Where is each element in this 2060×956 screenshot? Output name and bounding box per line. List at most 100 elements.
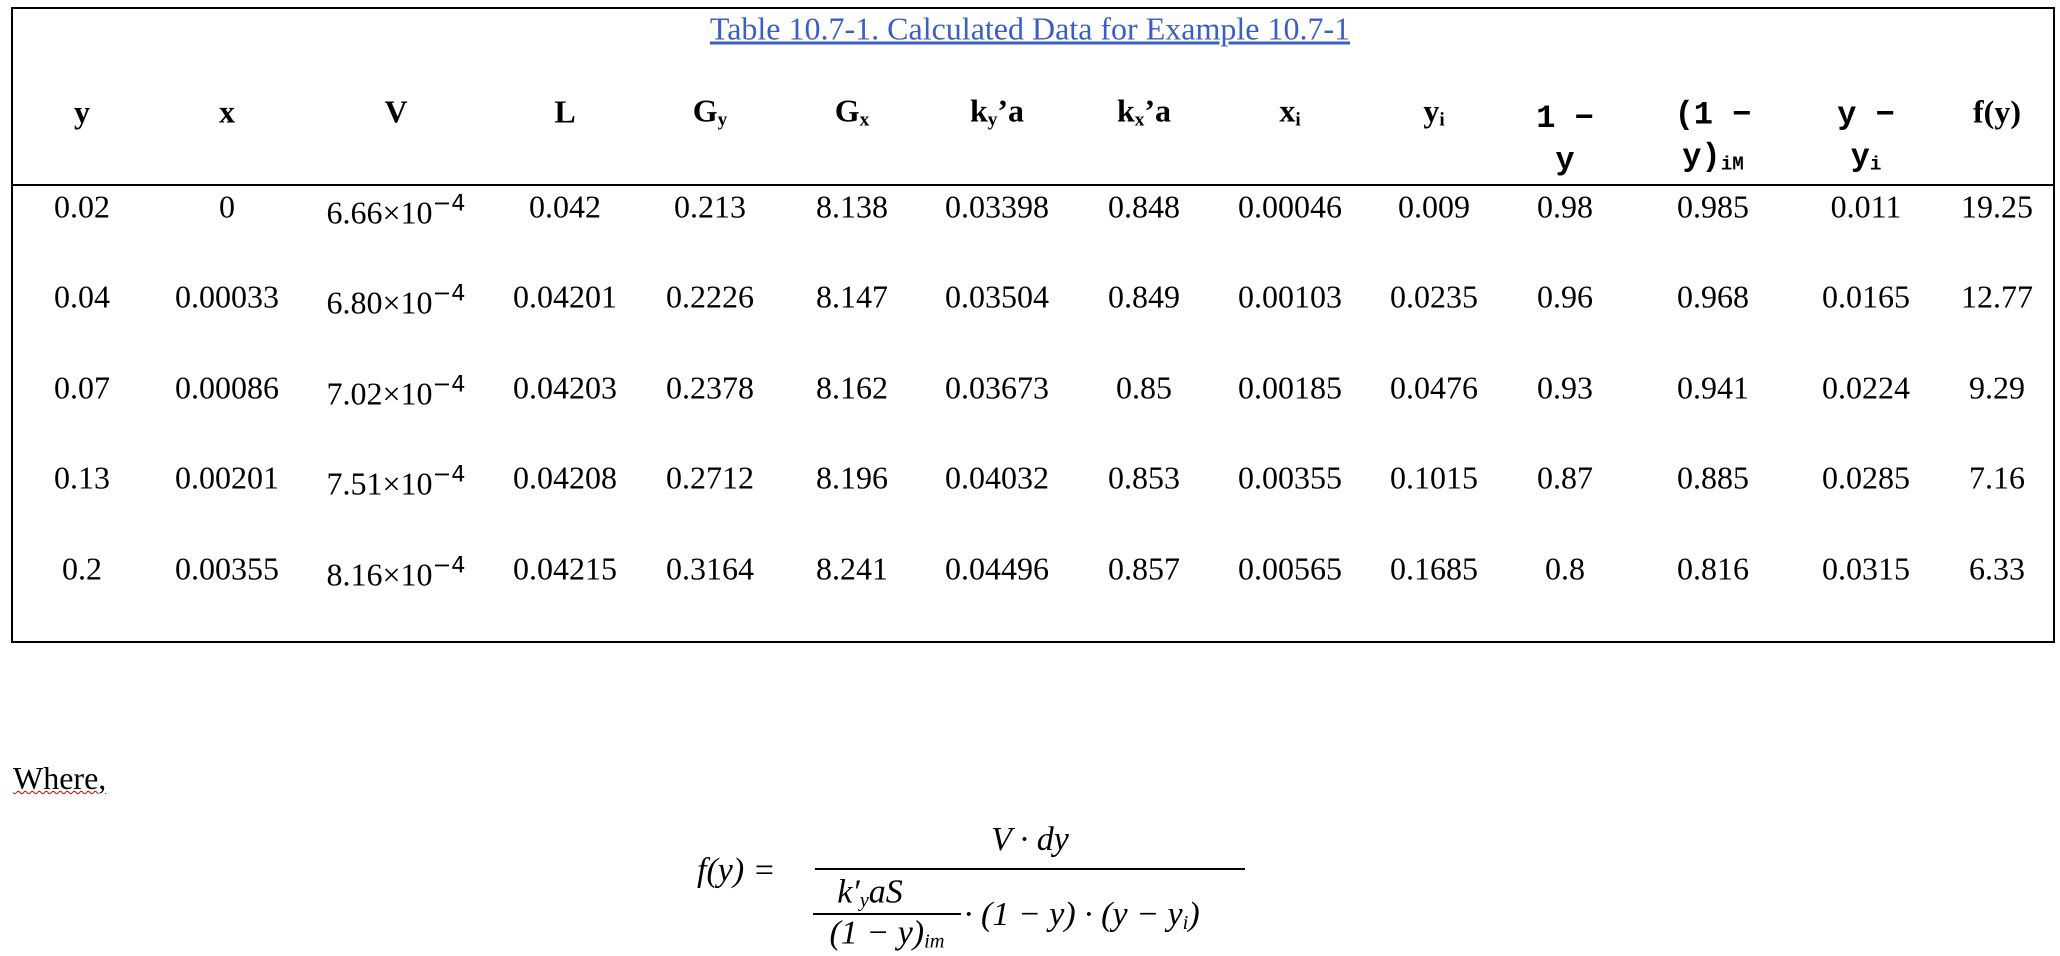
table-cell: 0.96 xyxy=(1537,278,1593,315)
table-cell: 8.196 xyxy=(816,459,888,496)
table-cell: 0.00046 xyxy=(1238,188,1342,225)
table-cell: 0.04201 xyxy=(513,278,617,315)
den-main: (1 − y) xyxy=(829,914,925,952)
header-cell: 1 − y xyxy=(1525,98,1605,182)
table-cell: 0.04 xyxy=(54,278,110,315)
exponent: −4 xyxy=(432,280,466,307)
table-cell: 7.16 xyxy=(1969,459,2025,496)
table-cell: 19.25 xyxy=(1961,188,2033,225)
where-label: Where, xyxy=(13,760,107,796)
header-cell: L xyxy=(554,94,575,131)
header-main: L xyxy=(554,93,576,130)
table-cell: 0.985 xyxy=(1677,188,1749,225)
den-sub: im xyxy=(924,930,945,953)
k: k′ xyxy=(837,873,860,911)
header-main: f(y) xyxy=(1973,93,2021,130)
table-cell: 0.85 xyxy=(1116,369,1172,406)
inner-fraction-bar xyxy=(813,913,961,915)
table-cell: 0.00103 xyxy=(1238,278,1342,315)
table-cell: 0.011 xyxy=(1830,188,1902,225)
table-cell: 8.16×10−4 xyxy=(326,552,465,593)
tail-sub: i xyxy=(1182,912,1189,935)
mantissa: 8.16 xyxy=(326,556,383,593)
multiplier: ×10 xyxy=(382,284,433,321)
table-cell: 0.13 xyxy=(54,459,110,496)
table-cell: 8.162 xyxy=(816,369,888,406)
table-cell: 0 xyxy=(219,188,235,225)
formula-tail: · (1 − y) · (y − yi) xyxy=(964,896,1200,935)
formula-numerator: V · dy xyxy=(991,821,1069,858)
header-main: x xyxy=(219,93,235,130)
header-sub: x xyxy=(859,109,870,131)
header-main: 1 − y xyxy=(1536,100,1594,179)
table-cell: 0.968 xyxy=(1677,278,1749,315)
table-cell: 0.0235 xyxy=(1390,278,1478,315)
header-cell: y − yi xyxy=(1826,95,1906,186)
multiplier: ×10 xyxy=(382,194,433,231)
header-main: V xyxy=(384,93,408,130)
fraction-bar xyxy=(815,868,1245,870)
formula-lhs: f(y) = xyxy=(697,852,776,889)
table-cell: 0.853 xyxy=(1108,459,1180,496)
mantissa: 6.66 xyxy=(326,194,383,231)
table-cell: 8.147 xyxy=(816,278,888,315)
table-cell: 0.1015 xyxy=(1390,459,1478,496)
header-main: x xyxy=(1279,92,1296,129)
table-cell: 8.241 xyxy=(816,550,888,587)
header-sub: i xyxy=(1869,153,1882,176)
table-cell: 0.00185 xyxy=(1238,369,1342,406)
k-sub: y xyxy=(859,889,869,912)
header-rest: ’a xyxy=(997,92,1025,129)
table-cell: 0.00565 xyxy=(1238,550,1342,587)
header-cell: ky’a xyxy=(970,93,1024,132)
table-cell: 7.02×10−4 xyxy=(326,371,465,412)
table-cell: 6.80×10−4 xyxy=(326,280,465,321)
table-cell: 0.07 xyxy=(54,369,110,406)
table-title: Table 10.7-1. Calculated Data for Exampl… xyxy=(709,10,1351,47)
header-main: y xyxy=(1423,92,1440,129)
table-cell: 6.66×10−4 xyxy=(326,190,465,231)
header-cell: f(y) xyxy=(1973,94,2021,131)
exponent: −4 xyxy=(432,371,466,398)
table-cell: 0.0224 xyxy=(1822,369,1910,406)
multiplier: ×10 xyxy=(382,465,433,502)
header-cell: x xyxy=(219,94,235,131)
exponent: −4 xyxy=(432,190,466,217)
header-cell: (1 − y)iM xyxy=(1658,95,1768,186)
header-sub: x xyxy=(1134,109,1145,131)
table-cell: 0.2712 xyxy=(666,459,754,496)
header-main: k xyxy=(1116,92,1135,129)
table-cell: 0.213 xyxy=(674,188,746,225)
k-rest: aS xyxy=(868,873,903,911)
header-cell: Gy xyxy=(693,93,727,132)
header-sub: y xyxy=(987,109,998,131)
header-main: y xyxy=(74,93,90,130)
table-cell: 0.0285 xyxy=(1822,459,1910,496)
table-cell: 0.00086 xyxy=(175,369,279,406)
header-sub: y xyxy=(717,109,728,131)
table-cell: 7.51×10−4 xyxy=(326,461,465,502)
table-cell: 12.77 xyxy=(1961,278,2033,315)
inner-denominator: (1 − y)im xyxy=(829,914,944,953)
header-main: G xyxy=(834,92,860,129)
exponent: −4 xyxy=(432,552,466,579)
table-border xyxy=(11,7,2055,643)
header-rest: ’a xyxy=(1144,92,1172,129)
table-cell: 0.04215 xyxy=(513,550,617,587)
table-cell: 0.03398 xyxy=(945,188,1049,225)
table-cell: 0.00355 xyxy=(1238,459,1342,496)
table-cell: 0.98 xyxy=(1537,188,1593,225)
header-cell: kx’a xyxy=(1117,93,1171,132)
table-cell: 0.848 xyxy=(1108,188,1180,225)
table-cell: 0.04208 xyxy=(513,459,617,496)
header-main: k xyxy=(969,92,988,129)
multiplier: ×10 xyxy=(382,375,433,412)
tail-main: · (1 − y) · (y − y xyxy=(964,896,1183,933)
header-cell: xi xyxy=(1279,93,1300,132)
table-cell: 0.0165 xyxy=(1822,278,1910,315)
table-cell: 8.138 xyxy=(816,188,888,225)
header-cell: V xyxy=(384,94,407,131)
table-cell: 0.3164 xyxy=(666,550,754,587)
header-cell: y xyxy=(74,94,90,131)
